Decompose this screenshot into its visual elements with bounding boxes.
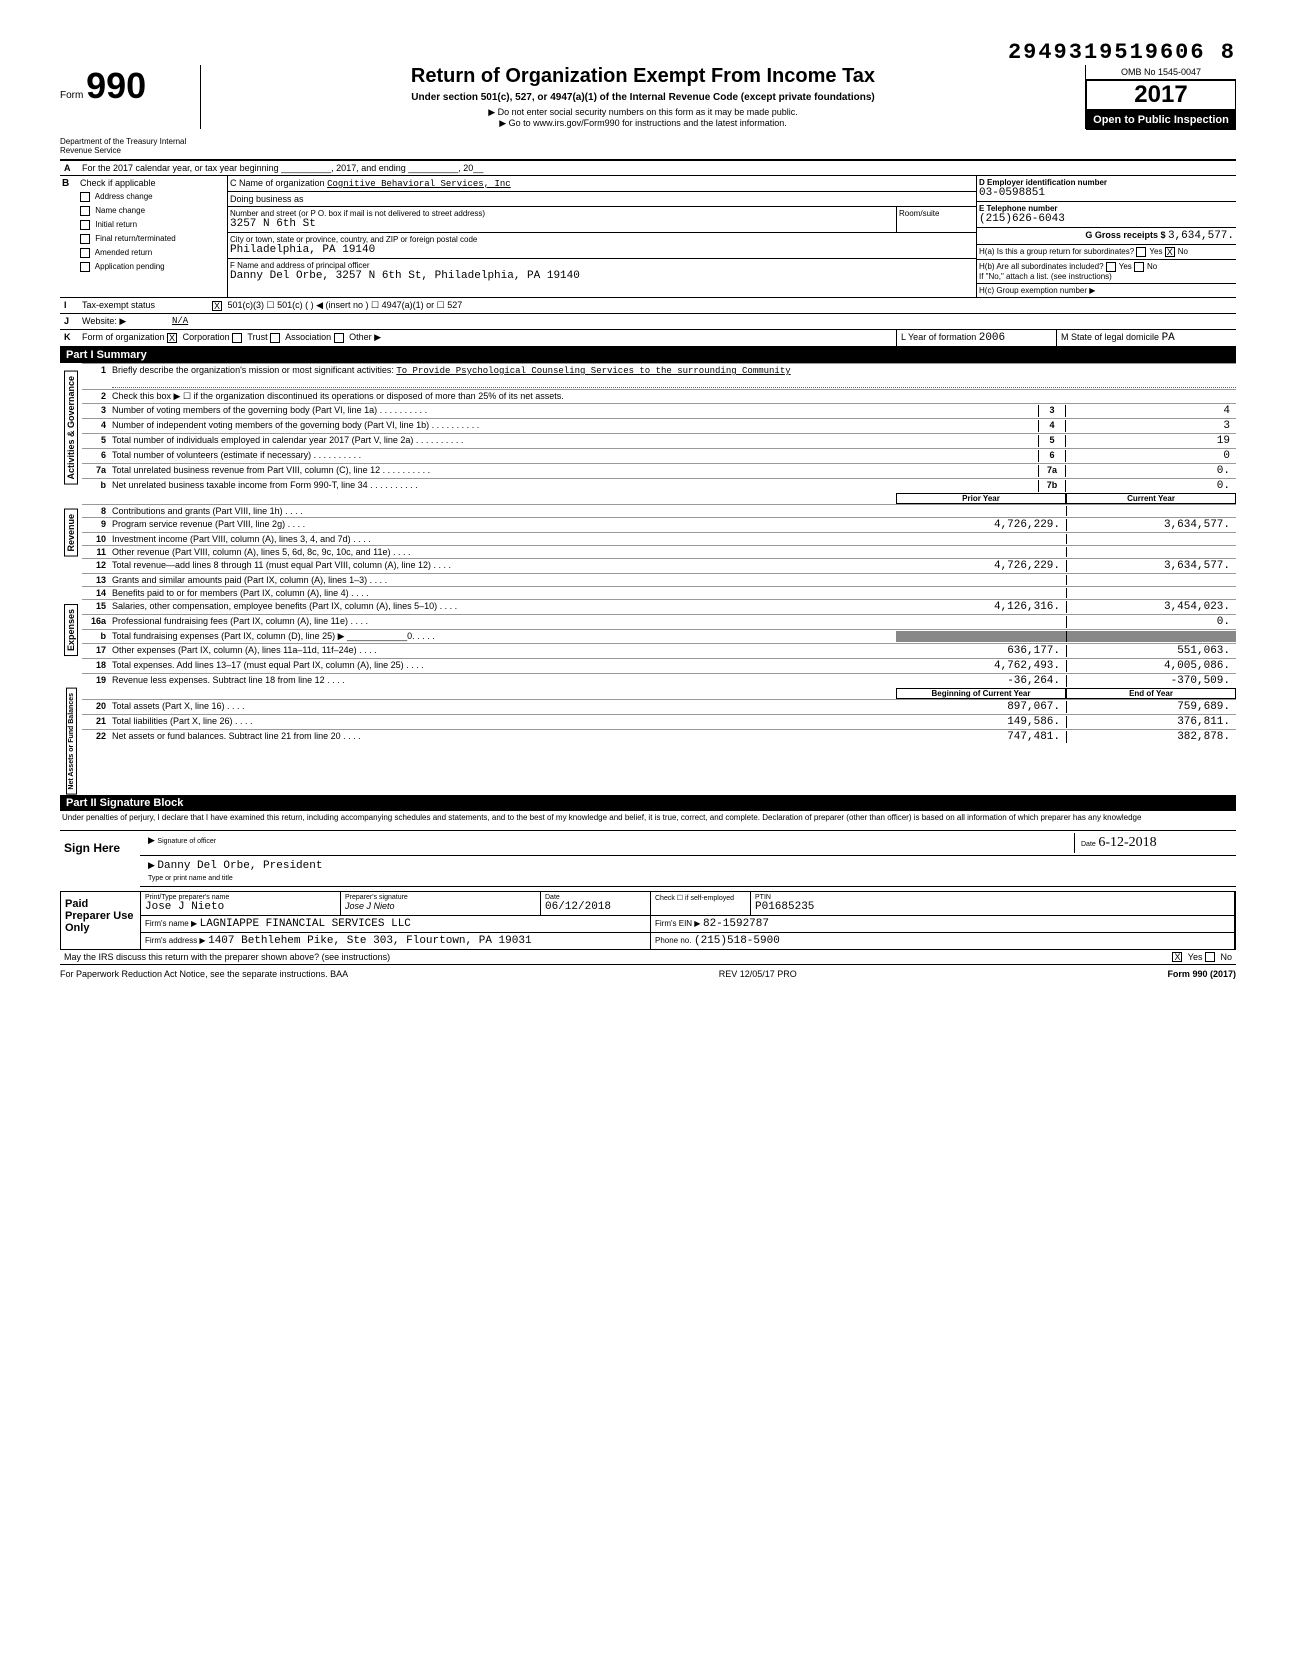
sign-date: 6-12-2018 [1098,835,1156,850]
checkbox-item[interactable]: Final return/terminated [78,232,227,246]
page-footer: For Paperwork Reduction Act Notice, see … [60,969,1236,979]
summary-row: 20Total assets (Part X, line 16) . . . .… [82,699,1236,714]
side-revenue: Revenue [64,509,78,557]
officer: Danny Del Orbe, 3257 N 6th St, Philadelp… [230,270,974,282]
part2-header: Part II Signature Block [60,795,1236,811]
line-j: J Website: ▶ N/A [60,314,1236,330]
line-a: A For the 2017 calendar year, or tax yea… [60,161,1236,176]
gross-receipts: 3,634,577. [1168,230,1234,242]
checkbox-item[interactable]: Application pending [78,260,227,274]
checkbox-item[interactable]: Amended return [78,246,227,260]
note1: ▶ Do not enter social security numbers o… [211,107,1075,118]
dept: Department of the Treasury Internal Reve… [60,137,200,155]
section-b: Check if applicable Address change Name … [78,176,228,297]
side-net: Net Assets or Fund Balances [66,688,77,795]
summary-row: bNet unrelated business taxable income f… [82,478,1236,493]
summary-row: 7aTotal unrelated business revenue from … [82,463,1236,478]
phone: (215)626-6043 [979,213,1234,225]
org-name: Cognitive Behavioral Services, Inc [327,179,511,189]
summary-row: 15Salaries, other compensation, employee… [82,599,1236,614]
checkbox-item[interactable]: Address change [78,190,227,204]
summary-row: 10Investment income (Part VIII, column (… [82,532,1236,545]
summary-row: 14Benefits paid to or for members (Part … [82,586,1236,599]
subtitle: Under section 501(c), 527, or 4947(a)(1)… [211,92,1075,103]
form-header: Form 990 Department of the Treasury Inte… [60,65,1236,161]
mission: To Provide Psychological Counseling Serv… [396,366,790,376]
signer-name: Danny Del Orbe, President [157,860,322,872]
summary-row: 9Program service revenue (Part VIII, lin… [82,517,1236,532]
omb: OMB No 1545-0047 [1086,65,1236,80]
current-year-hdr: Current Year [1066,493,1236,504]
signature-area: Sign Here ▶ Signature of officer Date 6-… [60,830,1236,887]
note2: ▶ Go to www.irs.gov/Form990 for instruct… [211,118,1075,129]
section-c: C Name of organization Cognitive Behavio… [228,176,976,297]
form-title: Return of Organization Exempt From Incom… [211,65,1075,88]
beg-year-hdr: Beginning of Current Year [896,688,1066,699]
street: 3257 N 6th St [230,218,894,230]
summary-row: 22Net assets or fund balances. Subtract … [82,729,1236,744]
side-expenses: Expenses [64,604,78,656]
summary-row: 13Grants and similar amounts paid (Part … [82,573,1236,586]
prior-year-hdr: Prior Year [896,493,1066,504]
summary-row: 4Number of independent voting members of… [82,418,1236,433]
line-k: K Form of organization X Corporation Tru… [60,330,1236,347]
summary-row: bTotal fundraising expenses (Part IX, co… [82,629,1236,643]
part1-header: Part I Summary [60,347,1236,363]
preparer-block: Paid Preparer Use Only Print/Type prepar… [60,891,1236,950]
summary-row: 21Total liabilities (Part X, line 26) . … [82,714,1236,729]
side-governance: Activities & Governance [64,371,78,485]
form-number: 990 [86,65,146,106]
open-public: Open to Public Inspection [1086,110,1236,130]
summary-row: 6Total number of volunteers (estimate if… [82,448,1236,463]
summary-row: 18Total expenses. Add lines 13–17 (must … [82,658,1236,673]
ein: 03-0598851 [979,187,1234,199]
summary-row: 5Total number of individuals employed in… [82,433,1236,448]
city: Philadelphia, PA 19140 [230,244,974,256]
summary-row: 17Other expenses (Part IX, column (A), l… [82,643,1236,658]
summary-row: 12Total revenue—add lines 8 through 11 (… [82,558,1236,573]
summary-row: 19Revenue less expenses. Subtract line 1… [82,673,1236,688]
checkbox-item[interactable]: Initial return [78,218,227,232]
tax-year: 2017 [1086,80,1236,110]
summary-row: 8Contributions and grants (Part VIII, li… [82,504,1236,517]
section-d-h: D Employer identification number 03-0598… [976,176,1236,297]
perjury: Under penalties of perjury, I declare th… [60,811,1236,824]
form-label: Form [60,90,83,101]
summary-row: 16aProfessional fundraising fees (Part I… [82,614,1236,629]
summary-row: 3Number of voting members of the governi… [82,403,1236,418]
line-i: I Tax-exempt status X 501(c)(3) ☐ 501(c)… [60,298,1236,314]
checkbox-item[interactable]: Name change [78,204,227,218]
summary-row: 11Other revenue (Part VIII, column (A), … [82,545,1236,558]
end-year-hdr: End of Year [1066,688,1236,699]
top-code: 2949319519606 8 [60,40,1236,65]
discuss-line: May the IRS discuss this return with the… [60,950,1236,966]
